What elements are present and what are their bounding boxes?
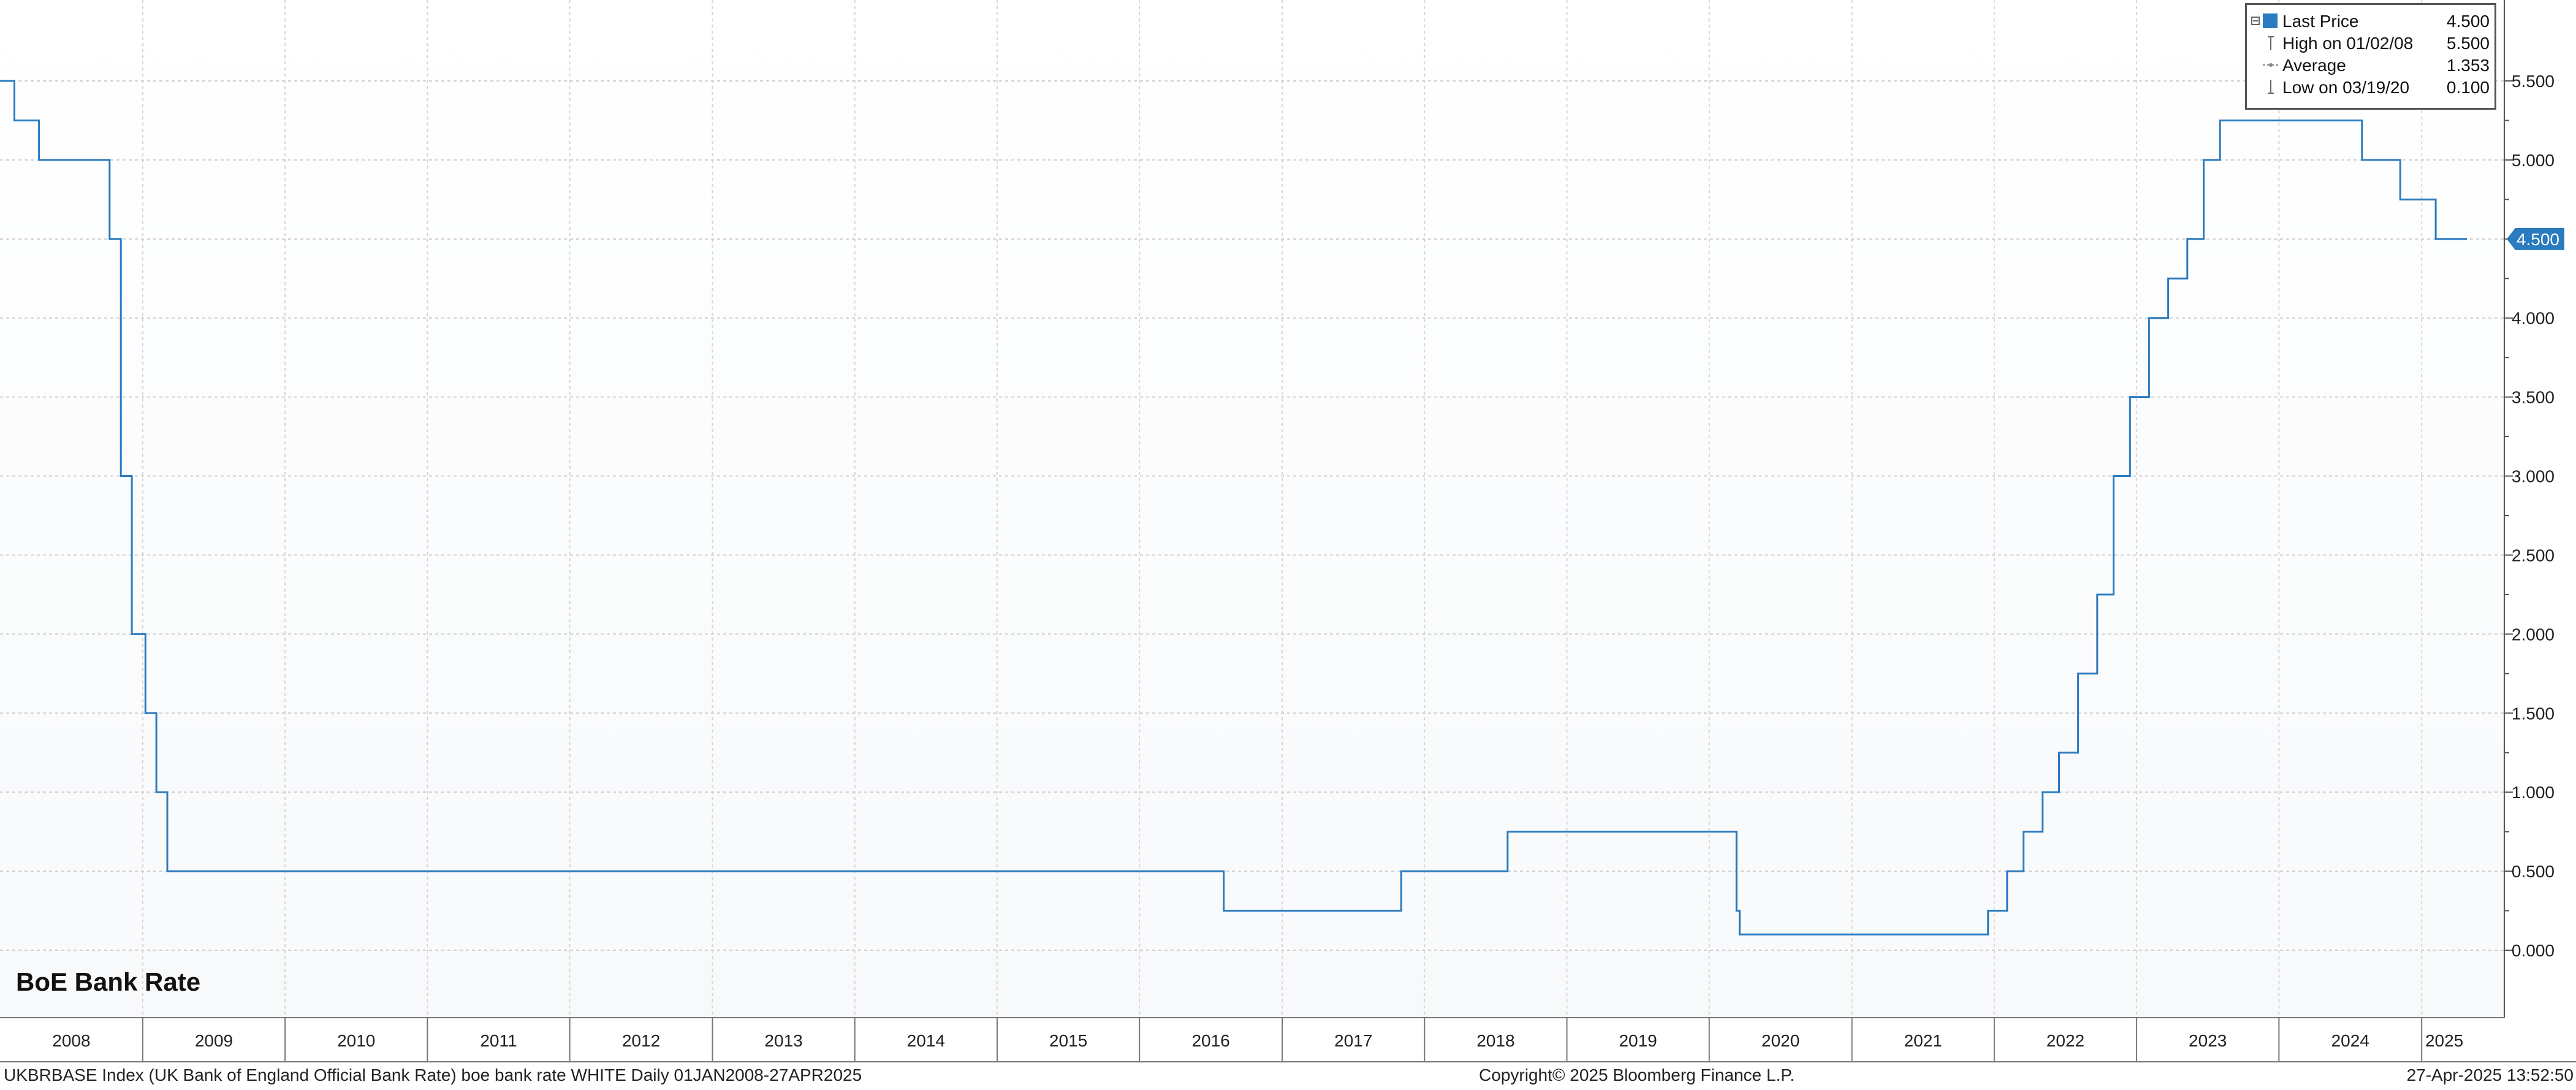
x-tick-label: 2016 (1191, 1031, 1229, 1050)
timestamp: 27-Apr-2025 13:52:50 (2406, 1065, 2574, 1084)
x-tick-label: 2023 (2189, 1031, 2227, 1050)
y-tick-label: 3.000 (2512, 467, 2555, 486)
chart-title: BoE Bank Rate (16, 967, 201, 996)
legend-value: 1.353 (2447, 56, 2490, 75)
x-tick-label: 2010 (337, 1031, 375, 1050)
y-tick-label: 0.000 (2512, 941, 2555, 960)
legend-value: 4.500 (2447, 12, 2490, 31)
x-tick-label: 2021 (1904, 1031, 1942, 1050)
legend-swatch-icon (2263, 13, 2278, 28)
legend-content: Last Price 4.500 High on 01/02/08 5.500 … (2251, 12, 2490, 97)
x-tick-label: 2012 (622, 1031, 660, 1050)
plot-background (0, 0, 2504, 1018)
series-line (0, 80, 2467, 936)
x-tick-label: 2008 (52, 1031, 90, 1050)
average-marker-dot (2269, 63, 2273, 67)
y-tick-label: 1.000 (2512, 783, 2555, 802)
x-axis: 2008 2009 2010 2011 2012 2013 2014 2015 2016 2017… (0, 1017, 2576, 1062)
legend-value: 5.500 (2447, 34, 2490, 53)
y-tick-label: 3.500 (2512, 388, 2555, 407)
high-marker-icon (2268, 36, 2274, 50)
legend-entry-average: Average 1.353 (2263, 56, 2490, 75)
legend-label: Low on 03/19/20 (2282, 78, 2409, 97)
legend-entry-last-price: Last Price 4.500 (2251, 12, 2490, 31)
low-marker-icon (2268, 80, 2274, 94)
x-tick-label: 2014 (907, 1031, 945, 1050)
x-tick-label: 2017 (1334, 1031, 1372, 1050)
x-tick-label: 2025 (2425, 1031, 2463, 1050)
x-tick-label: 2013 (764, 1031, 802, 1050)
y-tick-label: 2.000 (2512, 625, 2555, 644)
last-value-marker: 4.500 (2507, 227, 2564, 250)
y-tick-label: 2.500 (2512, 546, 2555, 565)
x-tick-label: 2009 (195, 1031, 233, 1050)
x-tick-label: 2020 (1761, 1031, 1799, 1050)
legend-label: High on 01/02/08 (2282, 34, 2413, 53)
ticker-description: UKBRBASE Index (UK Bank of England Offic… (4, 1065, 862, 1084)
y-tick-label: 1.500 (2512, 704, 2555, 723)
legend: Last Price 4.500 High on 01/02/08 5.500 … (2245, 3, 2496, 110)
x-tick-label: 2022 (2046, 1031, 2084, 1050)
legend-label: Last Price (2282, 12, 2359, 31)
y-tick-label: 0.500 (2512, 862, 2555, 881)
x-tick-label: 2019 (1619, 1031, 1657, 1050)
y-axis: 0.000 0.500 1.000 1.500 2.000 2.500 3.000 3.500… (2504, 0, 2555, 1018)
x-tick-label: 2011 (480, 1031, 517, 1050)
legend-value: 0.100 (2447, 78, 2490, 97)
copyright-notice: Copyright© 2025 Bloomberg Finance L.P. (1479, 1065, 1795, 1084)
legend-label: Average (2282, 56, 2346, 75)
x-tick-label: 2015 (1049, 1031, 1087, 1050)
legend-collapse-icon[interactable] (2251, 17, 2260, 25)
legend-entry-high: High on 01/02/08 5.500 (2268, 34, 2490, 53)
last-value-tag (2507, 227, 2564, 250)
y-tick-label: 5.500 (2512, 72, 2555, 91)
legend-entry-low: Low on 03/19/20 0.100 (2268, 78, 2490, 97)
last-value-label: 4.500 (2517, 230, 2559, 249)
y-tick-label: 4.000 (2512, 309, 2555, 328)
x-tick-label: 2024 (2331, 1031, 2369, 1050)
x-tick-label: 2018 (1476, 1031, 1514, 1050)
grid-lines (0, 0, 2504, 1018)
y-tick-label: 5.000 (2512, 151, 2555, 170)
